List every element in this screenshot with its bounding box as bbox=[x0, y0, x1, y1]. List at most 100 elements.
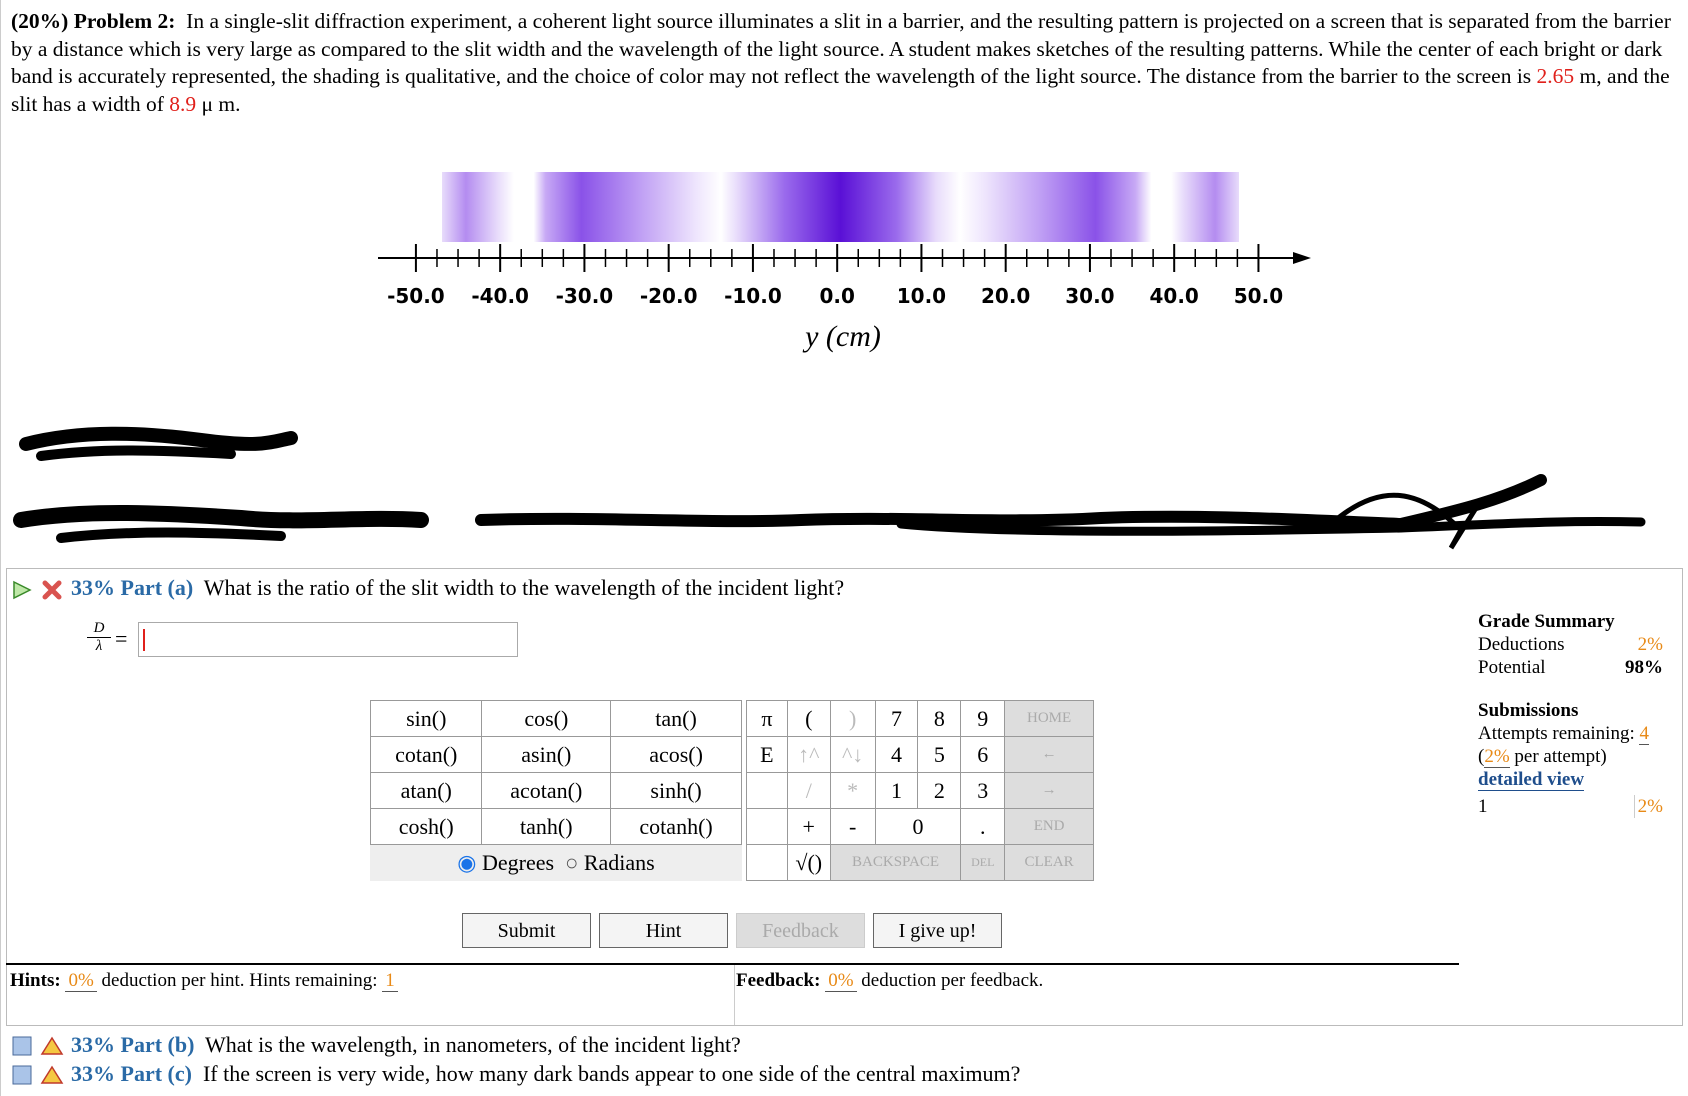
key[interactable]: CLEAR bbox=[1004, 844, 1094, 881]
key[interactable]: 0 bbox=[874, 808, 962, 845]
label: Potential bbox=[1478, 657, 1546, 678]
part-bc-icons bbox=[12, 1036, 64, 1085]
key[interactable]: E bbox=[746, 736, 788, 773]
key[interactable]: - bbox=[829, 808, 876, 845]
feedback-button[interactable]: Feedback bbox=[736, 913, 865, 948]
key[interactable]: / bbox=[786, 772, 831, 809]
key[interactable]: sinh() bbox=[610, 772, 742, 809]
key[interactable]: 5 bbox=[917, 736, 962, 773]
denominator: λ bbox=[95, 638, 103, 654]
fraction: D λ bbox=[87, 620, 111, 655]
key[interactable]: π bbox=[746, 700, 788, 737]
tick-label: -10.0 bbox=[724, 284, 782, 308]
label: per attempt) bbox=[1514, 746, 1607, 767]
feedback-deduction: 0% bbox=[825, 970, 857, 992]
key[interactable]: ( bbox=[786, 700, 831, 737]
key[interactable]: cotanh() bbox=[610, 808, 742, 845]
tick-label: 0.0 bbox=[819, 284, 854, 308]
part-c-header: 33% Part (c) If the screen is very wide,… bbox=[71, 1061, 1020, 1087]
separator bbox=[734, 965, 735, 1025]
key[interactable]: + bbox=[786, 808, 831, 845]
grade-title: Grade Summary bbox=[1478, 611, 1615, 632]
tick-label: -40.0 bbox=[471, 284, 529, 308]
key[interactable]: HOME bbox=[1004, 700, 1094, 737]
tick-label: 30.0 bbox=[1065, 284, 1114, 308]
problem-text: m, and the slit has a width of bbox=[11, 64, 1670, 116]
axis-arrow bbox=[1293, 252, 1311, 264]
radio[interactable]: ○ bbox=[565, 849, 579, 875]
submit-button[interactable]: Submit bbox=[462, 913, 591, 948]
key[interactable]: END bbox=[1004, 808, 1094, 845]
key[interactable]: * bbox=[829, 772, 876, 809]
key[interactable]: 8 bbox=[917, 700, 962, 737]
key[interactable]: . bbox=[960, 808, 1006, 845]
key[interactable]: tanh() bbox=[481, 808, 612, 845]
key[interactable]: ↑^ bbox=[786, 736, 831, 773]
hints-text: deduction per hint. Hints remaining: bbox=[101, 970, 378, 991]
radio-checked[interactable]: ◉ bbox=[457, 849, 477, 875]
part-a-header: 33% Part (a) What is the ratio of the sl… bbox=[71, 575, 844, 601]
key[interactable]: DEL bbox=[960, 844, 1006, 881]
give-up-button[interactable]: I give up! bbox=[873, 913, 1002, 948]
tick-label: 40.0 bbox=[1150, 284, 1199, 308]
key[interactable]: acotan() bbox=[481, 772, 612, 809]
key[interactable]: 2 bbox=[917, 772, 962, 809]
hints-line: Hints: 0% deduction per hint. Hints rema… bbox=[10, 970, 398, 992]
key[interactable]: 3 bbox=[960, 772, 1006, 809]
detailed-view-link[interactable]: detailed view bbox=[1478, 769, 1585, 791]
key[interactable]: 6 bbox=[960, 736, 1006, 773]
key[interactable]: tan() bbox=[610, 700, 742, 737]
tick-label: -20.0 bbox=[640, 284, 698, 308]
number-keypad: π() 7 8 9 HOME E ↑^ ^↓ 4 5 6 ← / * 1 2 3 → + -0. END √() B… bbox=[746, 700, 1094, 881]
key[interactable]: asin() bbox=[481, 736, 612, 773]
grade-summary: Grade Summary Deductions 2% Potential 98% … bbox=[1478, 610, 1663, 818]
key[interactable]: ← bbox=[1004, 736, 1094, 773]
label: Attempts remaining: bbox=[1478, 723, 1635, 744]
hints-label: Hints: bbox=[10, 970, 61, 991]
key[interactable]: cos() bbox=[481, 700, 612, 737]
key[interactable]: cotan() bbox=[369, 736, 483, 773]
radio-label: Radians bbox=[583, 849, 655, 875]
hint-deduction: 0% bbox=[65, 970, 97, 992]
key[interactable]: ) bbox=[829, 700, 876, 737]
part-label: 33% Part (c) bbox=[71, 1061, 192, 1086]
key[interactable]: √() bbox=[786, 844, 831, 881]
key[interactable]: BACKSPACE bbox=[829, 844, 962, 881]
submissions-title: Submissions bbox=[1478, 700, 1579, 721]
feedback-text: deduction per feedback. bbox=[861, 970, 1044, 991]
tick-label: 10.0 bbox=[897, 284, 946, 308]
hint-button[interactable]: Hint bbox=[599, 913, 728, 948]
key-blank bbox=[746, 772, 788, 809]
answer-input[interactable] bbox=[138, 622, 518, 657]
key[interactable]: cosh() bbox=[369, 808, 483, 845]
submission-number: 1 bbox=[1478, 796, 1488, 817]
problem-text: In a single-slit diffraction experiment,… bbox=[11, 9, 1671, 88]
key[interactable]: sin() bbox=[369, 700, 483, 737]
key[interactable]: atan() bbox=[369, 772, 483, 809]
hints-remaining: 1 bbox=[382, 970, 398, 992]
key[interactable]: 4 bbox=[874, 736, 919, 773]
part-question: If the screen is very wide, how many dar… bbox=[202, 1061, 1021, 1086]
angle-modes: ◉ Degrees ○ Radians bbox=[370, 844, 742, 881]
key[interactable]: ^↓ bbox=[829, 736, 876, 773]
paren: ( bbox=[1478, 746, 1485, 767]
key[interactable]: 9 bbox=[960, 700, 1006, 737]
axis-label: y (cm) bbox=[802, 320, 881, 353]
radio-label: Degrees bbox=[481, 849, 555, 875]
equals: = bbox=[115, 626, 128, 651]
tick-label: -30.0 bbox=[556, 284, 614, 308]
key[interactable]: acos() bbox=[610, 736, 742, 773]
key-blank bbox=[746, 808, 788, 845]
key[interactable]: → bbox=[1004, 772, 1094, 809]
potential: 98% bbox=[1625, 657, 1663, 678]
cursor bbox=[143, 629, 145, 651]
problem-statement: (20%) Problem 2: In a single-slit diffra… bbox=[11, 8, 1671, 118]
part-b-header: 33% Part (b) What is the wavelength, in … bbox=[71, 1032, 741, 1058]
key[interactable]: 7 bbox=[874, 700, 919, 737]
feedback-line: Feedback: 0% deduction per feedback. bbox=[736, 970, 1043, 992]
tick-label: 50.0 bbox=[1234, 284, 1283, 308]
key[interactable]: 1 bbox=[874, 772, 919, 809]
attempts: 4 bbox=[1639, 723, 1649, 745]
key-blank bbox=[746, 844, 788, 881]
